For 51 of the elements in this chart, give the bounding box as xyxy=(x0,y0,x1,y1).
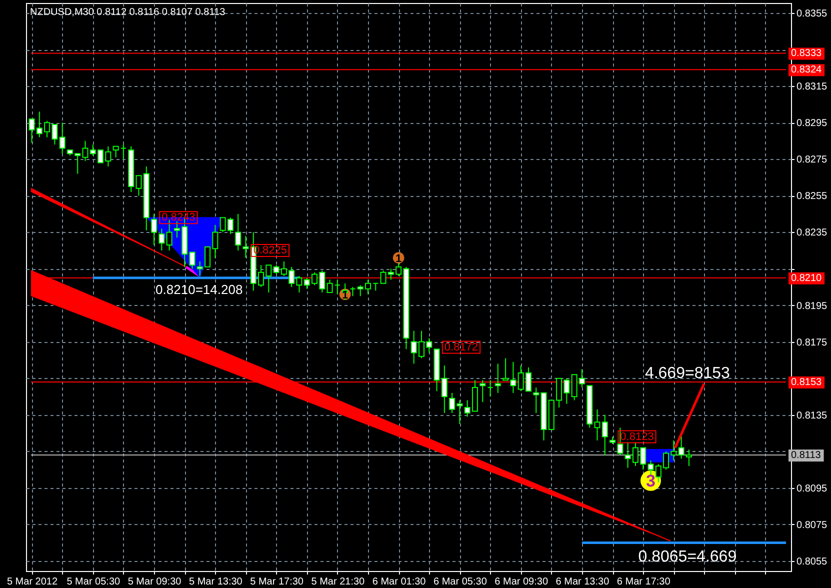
candlestick xyxy=(235,213,242,251)
y-tick-label: 0.8255 xyxy=(796,191,828,202)
x-tick-label: 6 Mar 09:30 xyxy=(494,576,548,588)
chart-title: NZDUSD,M30 0.8112 0.8116 0.8107 0.8113 xyxy=(30,7,226,18)
x-tick-label: 5 Mar 05:30 xyxy=(66,576,121,588)
x-tick-label: 5 Mar 21:30 xyxy=(311,576,366,588)
ref-line-label: 0.8113 xyxy=(791,450,822,462)
ref-line-label: 0.8324 xyxy=(791,64,822,76)
x-tick-label: 5 Mar 09:30 xyxy=(128,576,182,588)
candlestick xyxy=(120,144,126,160)
candlestick xyxy=(112,146,119,158)
candlestick xyxy=(326,279,333,293)
y-tick-label: 0.8175 xyxy=(796,337,828,348)
candlestick xyxy=(151,213,158,246)
y-tick-label: 0.8135 xyxy=(796,410,828,422)
y-tick-label: 0.8235 xyxy=(796,228,828,239)
y-tick-label: 0.8315 xyxy=(796,82,828,93)
y-tick-label: 0.8055 xyxy=(796,556,828,568)
x-tick-label: 5 Mar 2012 xyxy=(6,576,58,588)
y-tick-label: 0.8355 xyxy=(796,8,828,20)
y-tick-label: 0.8295 xyxy=(796,118,828,130)
annotation: 1 xyxy=(396,252,402,265)
annotation: 3 xyxy=(646,472,656,491)
x-tick-label: 5 Mar 13:30 xyxy=(188,576,243,588)
candlestick xyxy=(350,286,356,297)
x-tick-label: 6 Mar 01:30 xyxy=(372,576,426,588)
annotation: 0.8123 xyxy=(620,430,654,443)
annotation: 0.8210=14.208 xyxy=(156,282,243,297)
y-tick-label: 0.8275 xyxy=(796,154,828,166)
candlestick xyxy=(334,279,340,295)
candlestick xyxy=(59,122,66,154)
ref-line-label: 0.8333 xyxy=(791,48,822,60)
candlestick xyxy=(372,282,379,292)
candlestick xyxy=(494,363,501,394)
annotation: 4.669=8153 xyxy=(644,364,730,382)
y-tick-label: 0.8095 xyxy=(796,483,828,494)
annotation: 0.8065=4.669 xyxy=(638,548,737,566)
candlestick xyxy=(533,386,540,414)
candlestick xyxy=(158,228,165,251)
ref-line-label: 0.8153 xyxy=(791,376,822,388)
x-tick-label: 6 Mar 05:30 xyxy=(434,576,488,588)
candlestick xyxy=(487,380,494,398)
x-tick-label: 6 Mar 13:30 xyxy=(556,576,610,588)
y-tick-label: 0.8195 xyxy=(796,300,828,312)
candlestick xyxy=(480,380,486,403)
ref-line-label: 0.8210 xyxy=(791,272,822,284)
x-tick-label: 5 Mar 17:30 xyxy=(250,576,304,588)
x-tick-label: 6 Mar 17:30 xyxy=(616,576,671,588)
y-tick-label: 0.8075 xyxy=(796,520,828,531)
annotation: 0.8172 xyxy=(444,341,478,354)
candlestick xyxy=(242,235,249,258)
